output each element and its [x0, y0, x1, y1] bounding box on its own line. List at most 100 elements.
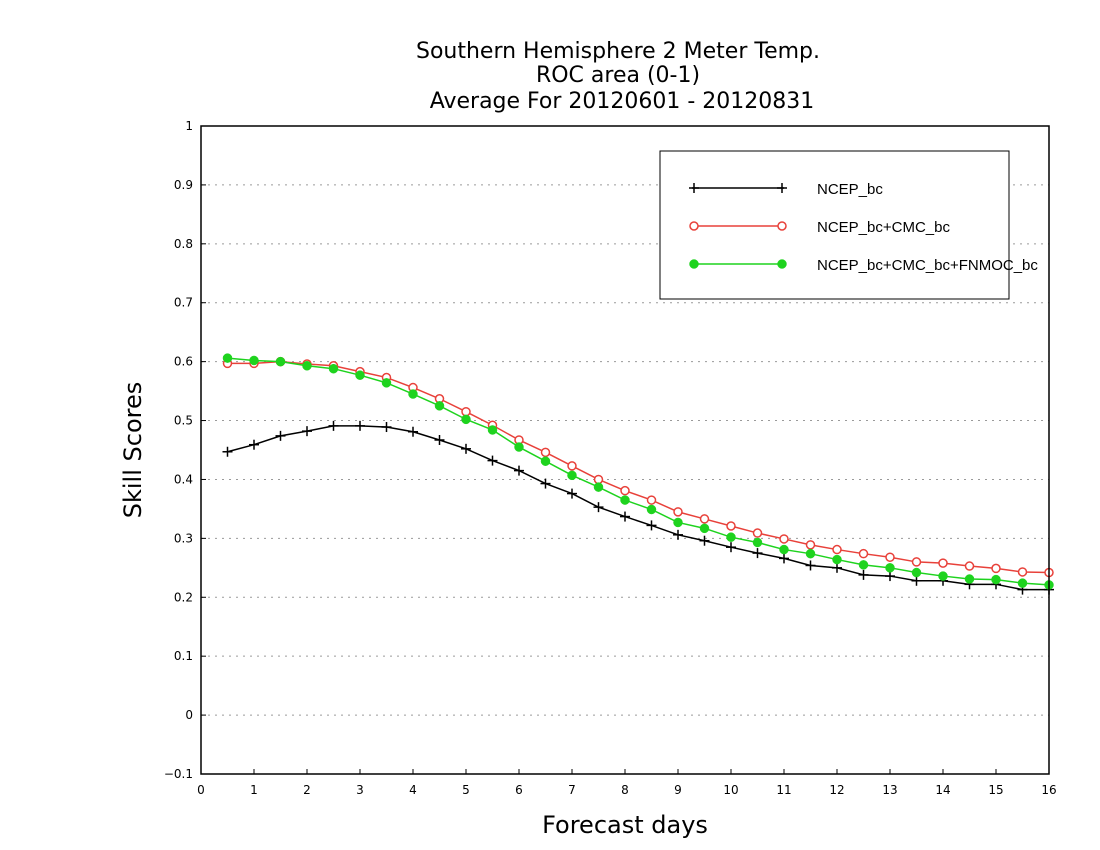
legend-marker-ncep-bc-cmc-bc-fnmoc-bc [689, 259, 699, 269]
x-tick-label: 13 [882, 783, 897, 797]
data-point-ncep-bc-cmc-bc-fnmoc-bc [832, 554, 842, 565]
series-line-ncep-bc [227, 425, 1049, 591]
data-point-ncep-bc-cmc-bc-fnmoc-bc [991, 574, 1001, 585]
data-point-ncep-bc [699, 535, 710, 546]
data-point-ncep-bc-cmc-bc-fnmoc-bc [302, 361, 312, 371]
chart-title-line-1: Southern Hemisphere 2 Meter Temp. [416, 39, 820, 64]
data-point-ncep-bc-cmc-bc [726, 521, 736, 531]
legend-swatch-ncep-bc [689, 183, 787, 193]
legend: NCEP_bc NCEP_bc+CMC_bc NCEP_bc+CMC_bc+FN… [659, 150, 1038, 300]
legend-marker-ncep-bc [689, 183, 699, 193]
y-tick-label: 1 [185, 119, 193, 133]
data-point-ncep-bc-cmc-bc [461, 406, 471, 417]
data-point-ncep-bc-cmc-bc-fnmoc-bc [1017, 578, 1028, 588]
plot-frame [200, 125, 1050, 775]
legend-label-ncep-bc-cmc-bc-fnmoc-bc: NCEP_bc+CMC_bc+FNMOC_bc [817, 257, 1038, 274]
legend-swatch-ncep-bc-cmc-bc [689, 221, 787, 231]
data-point-ncep-bc [434, 434, 445, 445]
y-axis-ticks: −0.1 0 0.1 0.2 0.3 0.4 0.5 0.6 0.7 0.8 0.9 1 [164, 119, 206, 781]
data-point-ncep-bc-cmc-bc-fnmoc-bc [487, 425, 498, 435]
data-point-ncep-bc-cmc-bc-fnmoc-bc [620, 495, 630, 505]
y-tick-label: 0.9 [174, 178, 193, 192]
data-point-ncep-bc-cmc-bc-fnmoc-bc [964, 574, 975, 584]
y-axis-label: Skill Scores [119, 382, 147, 519]
data-point-ncep-bc-cmc-bc [991, 563, 1001, 574]
series-layer [222, 353, 1054, 595]
data-point-ncep-bc [858, 569, 869, 580]
data-point-ncep-bc [885, 571, 895, 582]
data-point-ncep-bc-cmc-bc-fnmoc-bc [779, 544, 789, 555]
grid-lines [201, 184, 1049, 716]
data-point-ncep-bc [911, 575, 922, 586]
legend-label-ncep-bc: NCEP_bc [817, 181, 883, 198]
data-point-ncep-bc-cmc-bc-fnmoc-bc [646, 504, 657, 515]
data-point-ncep-bc-cmc-bc-fnmoc-bc [408, 389, 418, 399]
data-point-ncep-bc-cmc-bc [805, 540, 816, 550]
data-point-ncep-bc [461, 443, 471, 454]
data-point-ncep-bc-cmc-bc-fnmoc-bc [514, 442, 524, 452]
data-point-ncep-bc-cmc-bc [673, 507, 683, 517]
data-point-ncep-bc-cmc-bc [832, 544, 842, 555]
data-point-ncep-bc-cmc-bc-fnmoc-bc [461, 414, 471, 425]
data-point-ncep-bc [620, 511, 630, 522]
x-tick-label: 6 [515, 783, 523, 797]
data-point-ncep-bc-cmc-bc-fnmoc-bc [593, 482, 604, 492]
data-point-ncep-bc-cmc-bc-fnmoc-bc [540, 456, 551, 466]
x-tick-label: 15 [988, 783, 1003, 797]
x-tick-label: 7 [568, 783, 576, 797]
x-tick-label: 12 [829, 783, 844, 797]
data-point-ncep-bc [249, 439, 259, 450]
data-point-ncep-bc-cmc-bc [620, 485, 630, 496]
x-tick-label: 9 [674, 783, 682, 797]
series-ncep-bc [222, 420, 1054, 595]
x-tick-label: 16 [1041, 783, 1056, 797]
data-point-ncep-bc [752, 548, 763, 559]
data-point-ncep-bc [779, 553, 789, 564]
data-point-ncep-bc-cmc-bc-fnmoc-bc [938, 571, 948, 581]
data-point-ncep-bc-cmc-bc-fnmoc-bc [885, 563, 895, 573]
data-point-ncep-bc [805, 560, 816, 571]
x-axis-ticks: 0 1 2 3 4 5 6 7 8 9 10 11 12 13 14 15 16 [197, 769, 1057, 797]
data-point-ncep-bc [408, 426, 418, 437]
x-tick-label: 3 [356, 783, 364, 797]
data-point-ncep-bc [328, 420, 339, 431]
data-point-ncep-bc-cmc-bc-fnmoc-bc [673, 517, 683, 528]
x-tick-label: 14 [935, 783, 950, 797]
data-point-ncep-bc-cmc-bc [964, 561, 975, 571]
data-point-ncep-bc [302, 426, 312, 437]
legend-swatch-ncep-bc-cmc-bc-fnmoc-bc [689, 259, 787, 269]
data-point-ncep-bc [593, 502, 604, 513]
data-point-ncep-bc-cmc-bc [779, 534, 789, 544]
x-tick-label: 5 [462, 783, 470, 797]
data-point-ncep-bc [567, 488, 577, 499]
data-point-ncep-bc [222, 446, 233, 457]
data-point-ncep-bc-cmc-bc [593, 474, 604, 485]
data-point-ncep-bc [673, 529, 683, 540]
data-point-ncep-bc [832, 562, 842, 573]
x-tick-label: 8 [621, 783, 629, 797]
y-tick-label: −0.1 [164, 767, 193, 781]
x-tick-label: 4 [409, 783, 417, 797]
data-point-ncep-bc-cmc-bc [938, 558, 948, 568]
x-tick-label: 2 [303, 783, 311, 797]
data-point-ncep-bc [646, 520, 657, 531]
data-point-ncep-bc [487, 455, 498, 466]
series-ncep-bc-cmc-bc-fnmoc-bc [222, 353, 1054, 590]
x-tick-label: 0 [197, 783, 205, 797]
data-point-ncep-bc-cmc-bc-fnmoc-bc [567, 470, 577, 481]
data-point-ncep-bc-cmc-bc-fnmoc-bc [911, 567, 922, 578]
data-point-ncep-bc [355, 420, 365, 431]
y-tick-label: 0.1 [174, 649, 193, 663]
data-point-ncep-bc-cmc-bc-fnmoc-bc [328, 363, 339, 374]
data-point-ncep-bc-cmc-bc [858, 548, 869, 559]
data-point-ncep-bc-cmc-bc [567, 461, 577, 471]
legend-marker-ncep-bc-cmc-bc [689, 221, 699, 231]
data-point-ncep-bc-cmc-bc [885, 552, 895, 562]
data-point-ncep-bc [726, 542, 736, 553]
x-axis-label: Forecast days [542, 811, 708, 839]
series-line-ncep-bc-cmc-bc-fnmoc-bc [227, 357, 1050, 586]
data-point-ncep-bc-cmc-bc [540, 447, 551, 458]
data-point-ncep-bc-cmc-bc-fnmoc-bc [858, 560, 869, 570]
data-point-ncep-bc-cmc-bc [1017, 567, 1028, 577]
